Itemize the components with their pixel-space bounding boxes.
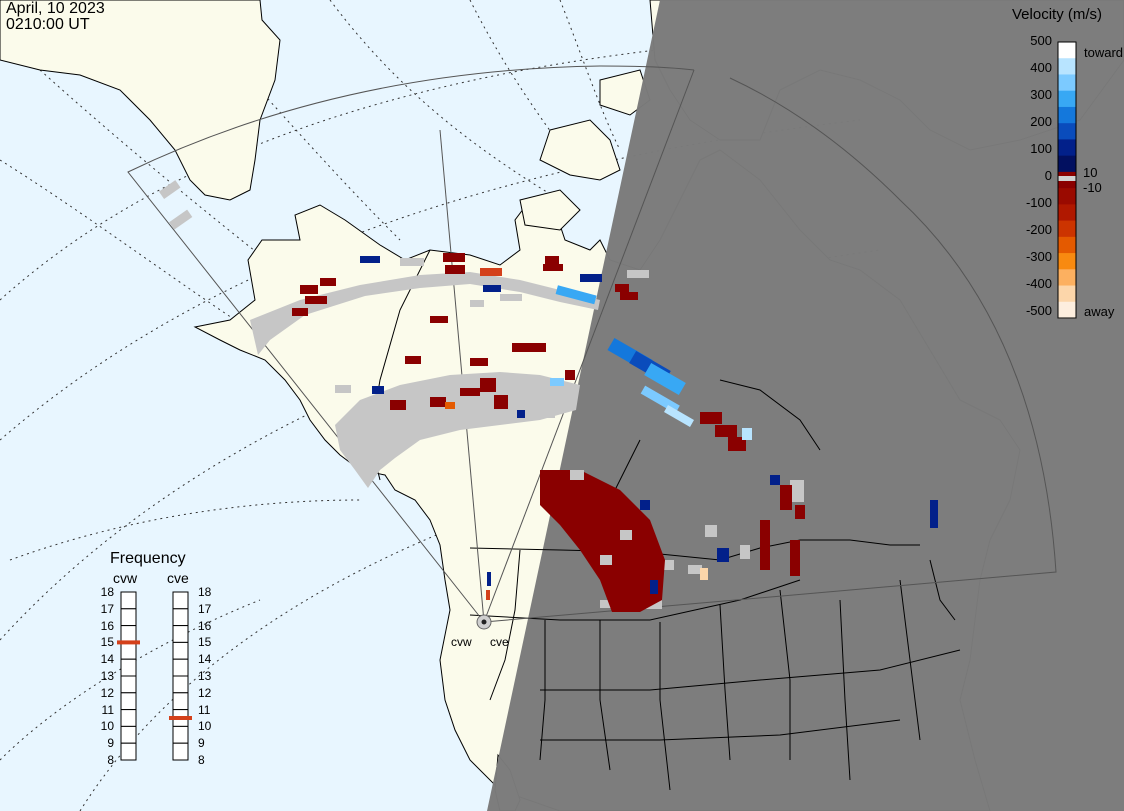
- velocity-tick-label: 0: [1044, 168, 1052, 183]
- frequency-scale-cell: [120, 658, 137, 677]
- frequency-scale-cell: [172, 608, 189, 627]
- frequency-scale-cell: [172, 675, 189, 694]
- velocity-tick-label: 300: [1030, 87, 1052, 102]
- freq-tick-right: 18: [198, 585, 212, 599]
- freq-tick-left: 13: [100, 669, 114, 683]
- freq-tick-left: 15: [100, 635, 114, 650]
- velocity-tick-label: -500: [1025, 303, 1052, 318]
- freq-radar-label-cve: cve: [167, 570, 189, 586]
- freq-tick-left: 10: [100, 719, 114, 734]
- toward-label: toward: [1084, 45, 1124, 60]
- colorbar-swatch: [1058, 139, 1076, 157]
- colorbar-swatch: [1058, 74, 1076, 92]
- frequency-scale-cell: [120, 709, 137, 727]
- freq-tick-left: 14: [100, 652, 114, 667]
- frequency-scale-cell: [172, 725, 189, 744]
- site-label-cve: cve: [490, 635, 509, 649]
- frequency-scale-cell: [172, 625, 189, 643]
- velocity-tick-label: 400: [1030, 60, 1052, 75]
- radar-fov: [127, 65, 1057, 623]
- frequency-scale-cell: [172, 742, 189, 761]
- freq-tick-left: 8: [107, 753, 114, 767]
- freq-tick-right: 11: [198, 702, 211, 717]
- colorbar-swatch: [1058, 236, 1076, 254]
- freq-tick-right: 16: [198, 618, 212, 633]
- colorbar-swatch: [1058, 301, 1076, 319]
- frequency-scale-cell: [120, 591, 137, 610]
- freq-tick-right: 8: [198, 753, 205, 767]
- velocity-tick-label: -200: [1025, 222, 1052, 237]
- freq-tick-right: 15: [198, 635, 212, 650]
- arctic-island-1: [539, 119, 621, 181]
- away-label: away: [1084, 304, 1115, 319]
- colorbar-swatch: [1058, 285, 1076, 303]
- velocity-mark-negative: -10: [1083, 180, 1102, 195]
- velocity-colorbar: [1057, 41, 1077, 319]
- colorbar-swatch: [1058, 106, 1076, 124]
- frequency-scale-cell: [172, 591, 189, 610]
- freq-tick-left: 9: [107, 736, 114, 751]
- freq-tick-right: 13: [198, 669, 212, 683]
- frequency-scale-cell: [172, 692, 189, 711]
- frequency-scale-cell: [120, 692, 137, 711]
- velocity-tick-label: -100: [1025, 195, 1052, 210]
- velocity-tick-label: 200: [1030, 114, 1052, 129]
- colorbar-zero-band: [1058, 176, 1076, 181]
- freq-tick-left: 18: [100, 585, 114, 599]
- colorbar-swatch: [1058, 253, 1076, 270]
- freq-tick-right: 9: [198, 736, 205, 751]
- freq-tick-left: 16: [100, 618, 114, 633]
- date-label: April, 10 2023: [6, 0, 105, 17]
- velocity-tick-label: -300: [1025, 249, 1052, 264]
- freq-tick-left: 11: [101, 702, 114, 717]
- frequency-title: Frequency: [110, 550, 186, 567]
- velocity-tick-label: 100: [1030, 141, 1052, 156]
- velocity-mark-positive: 10: [1083, 165, 1098, 180]
- colorbar-swatch: [1058, 123, 1076, 141]
- freq-radar-label-cvw: cvw: [113, 570, 138, 586]
- colorbar-swatch: [1058, 155, 1076, 173]
- freq-tick-right: 12: [198, 685, 212, 700]
- velocity-cells: [292, 253, 938, 612]
- frequency-scale-cell: [172, 641, 189, 660]
- frequency-scale-cell: [120, 675, 137, 694]
- velocity-legend-title: Velocity (m/s): [1012, 6, 1103, 23]
- colorbar-swatch: [1058, 204, 1076, 222]
- colorbar-swatch: [1058, 220, 1076, 238]
- frequency-scales: [117, 591, 192, 761]
- frequency-scale-cell: [120, 725, 137, 744]
- frequency-marker-cve: [169, 716, 192, 720]
- colorbar-border: [1057, 41, 1077, 319]
- colorbar-swatch: [1058, 188, 1076, 205]
- freq-tick-left: 12: [100, 685, 114, 700]
- colorbar-swatch: [1058, 42, 1076, 59]
- colorbar-swatch: [1058, 269, 1076, 287]
- frequency-scale-cell: [120, 608, 137, 627]
- time-label: 0210:00 UT: [6, 16, 90, 33]
- freq-tick-left: 17: [100, 601, 114, 616]
- frequency-scale-cell: [120, 625, 137, 643]
- freq-tick-right: 17: [198, 601, 212, 616]
- freq-tick-right: 10: [198, 719, 212, 734]
- frequency-scale-cell: [120, 742, 137, 761]
- frequency-scale-cell: [120, 641, 137, 660]
- velocity-tick-label: 500: [1030, 33, 1052, 48]
- frequency-scale-cell: [172, 658, 189, 677]
- arctic-island-2: [519, 189, 581, 231]
- frequency-marker-cvw: [117, 640, 140, 645]
- colorbar-swatch: [1058, 58, 1076, 76]
- site-label-cvw: cvw: [451, 635, 472, 649]
- colorbar-swatch: [1058, 90, 1076, 108]
- siberia-land: [0, 0, 281, 201]
- freq-tick-right: 14: [198, 652, 212, 667]
- velocity-tick-label: -400: [1025, 276, 1052, 291]
- radar-site-marker: [476, 614, 492, 630]
